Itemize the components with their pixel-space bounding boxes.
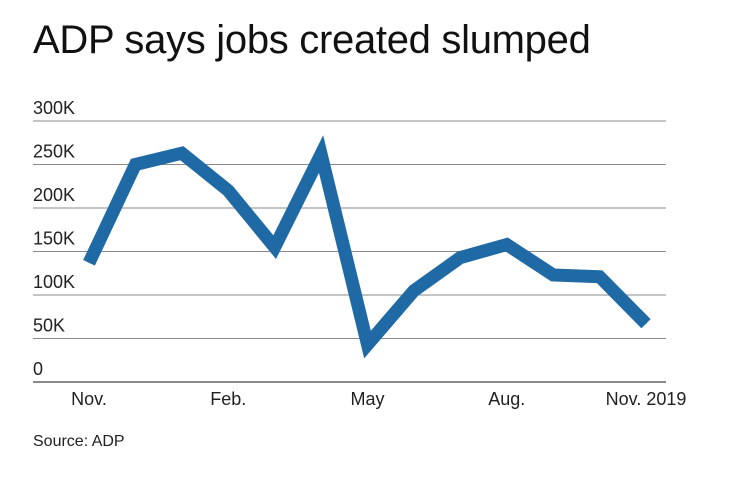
x-tick-label: Nov. [71, 389, 107, 409]
y-tick-label: 250K [33, 142, 75, 162]
y-tick-label: 150K [33, 229, 75, 249]
data-point [274, 246, 276, 248]
x-tick-label: Aug. [488, 389, 525, 409]
data-point [181, 152, 183, 154]
data-point [459, 257, 461, 259]
data-point [320, 153, 322, 155]
y-axis-ticks: 0 50K 100K 150K 200K 250K 300K [33, 98, 75, 379]
data-point [413, 290, 415, 292]
data-point [367, 344, 368, 346]
data-point [599, 276, 601, 278]
y-tick-label: 100K [33, 272, 75, 292]
data-point [134, 164, 136, 165]
data-point [645, 323, 647, 325]
data-point [88, 262, 90, 264]
x-tick-label: Nov. 2019 [606, 389, 687, 409]
y-tick-label: 300K [33, 98, 75, 118]
series-layer [83, 135, 651, 359]
y-tick-label: 0 [33, 359, 43, 379]
x-axis-ticks: Nov. Feb. May Aug. Nov. 2019 [71, 389, 686, 409]
x-tick-label: Feb. [210, 389, 246, 409]
y-tick-label: 200K [33, 185, 75, 205]
data-point [552, 274, 554, 276]
y-tick-label: 50K [33, 316, 65, 336]
series-line [83, 135, 651, 359]
chart-title: ADP says jobs created slumped [33, 18, 591, 62]
source-note: Source: ADP [33, 433, 125, 450]
data-point [506, 244, 508, 246]
x-tick-label: May [350, 389, 384, 409]
data-point [227, 190, 229, 192]
